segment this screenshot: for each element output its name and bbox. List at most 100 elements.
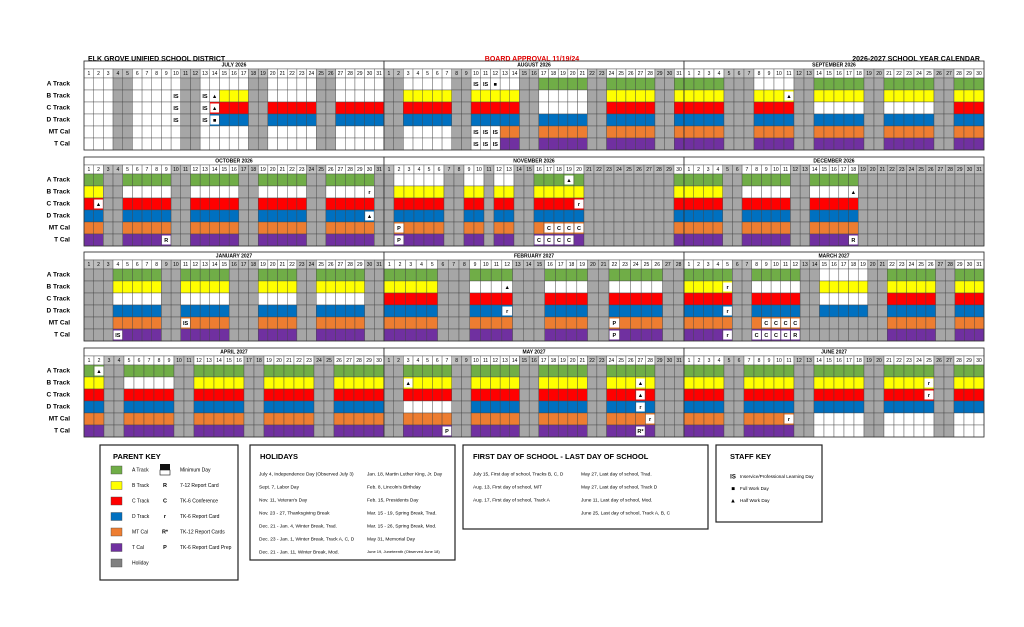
day-cell bbox=[426, 280, 438, 294]
day-cell bbox=[180, 280, 191, 294]
day-cell bbox=[461, 364, 472, 378]
day-cell bbox=[877, 280, 888, 294]
day-cell bbox=[528, 101, 540, 115]
day-cell bbox=[583, 233, 595, 247]
note-bg bbox=[790, 330, 800, 340]
day-cell bbox=[848, 280, 859, 294]
day-cell bbox=[577, 137, 588, 151]
day-cell bbox=[393, 173, 405, 187]
day-number: 17 bbox=[241, 167, 247, 173]
day-cell bbox=[753, 101, 765, 115]
day-number: 23 bbox=[299, 71, 305, 77]
day-cell bbox=[662, 304, 674, 318]
day-cell bbox=[616, 101, 627, 115]
day-cell bbox=[693, 268, 704, 282]
day-cell bbox=[393, 89, 404, 103]
day-cell bbox=[563, 209, 575, 223]
day-cell bbox=[770, 304, 781, 318]
day-number: 28 bbox=[947, 262, 953, 268]
day-cell bbox=[403, 125, 414, 139]
day-number: 3 bbox=[108, 358, 111, 364]
day-cell bbox=[469, 316, 481, 330]
day-cell bbox=[567, 388, 578, 402]
day-cell bbox=[793, 412, 805, 426]
day-cell bbox=[557, 77, 569, 91]
day-cell bbox=[596, 376, 607, 390]
cell-note: C bbox=[755, 333, 759, 339]
day-cell bbox=[343, 388, 355, 402]
day-cell bbox=[433, 185, 445, 199]
day-cell bbox=[863, 364, 875, 378]
day-cell bbox=[364, 221, 375, 235]
holiday: Dec. 21 - Jan. 4, Winter Break, Trad. bbox=[259, 523, 337, 529]
day-cell bbox=[896, 185, 907, 199]
day-number: 31 bbox=[976, 167, 982, 173]
day-cell bbox=[703, 113, 715, 127]
day-cell bbox=[713, 400, 725, 414]
note-bg bbox=[761, 318, 771, 328]
day-number: 26 bbox=[628, 71, 634, 77]
day-cell bbox=[461, 101, 472, 115]
day-cell bbox=[363, 412, 375, 426]
month-title: FEBRUARY 2027 bbox=[514, 254, 554, 260]
day-number: 11 bbox=[183, 71, 188, 77]
day-cell bbox=[209, 304, 220, 318]
day-cell bbox=[463, 185, 475, 199]
day-cell bbox=[693, 400, 705, 414]
day-cell bbox=[673, 233, 685, 247]
note-bg bbox=[200, 115, 210, 125]
day-cell bbox=[273, 376, 285, 390]
day-cell bbox=[793, 376, 805, 390]
day-cell bbox=[228, 316, 240, 330]
day-cell bbox=[422, 77, 433, 91]
day-cell bbox=[906, 209, 917, 223]
day-cell bbox=[543, 185, 555, 199]
day-cell bbox=[448, 316, 460, 330]
day-cell bbox=[577, 125, 588, 139]
day-cell bbox=[770, 233, 781, 247]
day-cell bbox=[122, 292, 133, 306]
day-cell bbox=[964, 221, 975, 235]
day-cell bbox=[153, 376, 165, 390]
day-cell bbox=[248, 328, 259, 342]
day-cell bbox=[364, 137, 375, 151]
day-cell bbox=[412, 412, 423, 426]
day-cell bbox=[277, 185, 288, 199]
cell-note: ▲ bbox=[212, 106, 217, 112]
day-cell bbox=[953, 125, 965, 139]
day-cell bbox=[577, 364, 588, 378]
day-cell bbox=[523, 292, 535, 306]
day-number: 8 bbox=[458, 167, 461, 173]
day-number: 18 bbox=[256, 358, 262, 364]
day-cell bbox=[945, 304, 956, 318]
day-number: 16 bbox=[231, 167, 237, 173]
day-number: 20 bbox=[270, 262, 276, 268]
day-cell bbox=[538, 101, 549, 115]
day-cell bbox=[674, 113, 685, 127]
day-cell bbox=[712, 221, 723, 235]
day-cell bbox=[287, 316, 298, 330]
day-cell bbox=[193, 388, 205, 402]
day-cell bbox=[180, 77, 191, 91]
day-cell bbox=[693, 77, 705, 91]
day-cell bbox=[703, 185, 714, 199]
day-cell bbox=[673, 185, 685, 199]
day-cell bbox=[493, 173, 505, 187]
day-cell bbox=[103, 280, 114, 294]
day-cell bbox=[761, 221, 772, 235]
cell-note: r bbox=[726, 333, 729, 339]
day-cell bbox=[616, 77, 627, 91]
day-cell bbox=[683, 424, 695, 438]
day-cell bbox=[228, 280, 240, 294]
cell-note: C bbox=[764, 321, 768, 327]
holiday: Dec. 21 - Jan. 11, Winter Break, Mod. bbox=[259, 549, 339, 555]
day-cell bbox=[790, 173, 801, 187]
code-label: TK-6 Report Card bbox=[180, 514, 220, 520]
day-cell bbox=[364, 113, 375, 127]
note-bg bbox=[94, 366, 104, 376]
day-cell bbox=[503, 185, 515, 199]
day-cell bbox=[248, 268, 259, 282]
day-cell bbox=[403, 137, 414, 151]
day-cell bbox=[354, 268, 365, 282]
day-cell bbox=[613, 197, 625, 211]
